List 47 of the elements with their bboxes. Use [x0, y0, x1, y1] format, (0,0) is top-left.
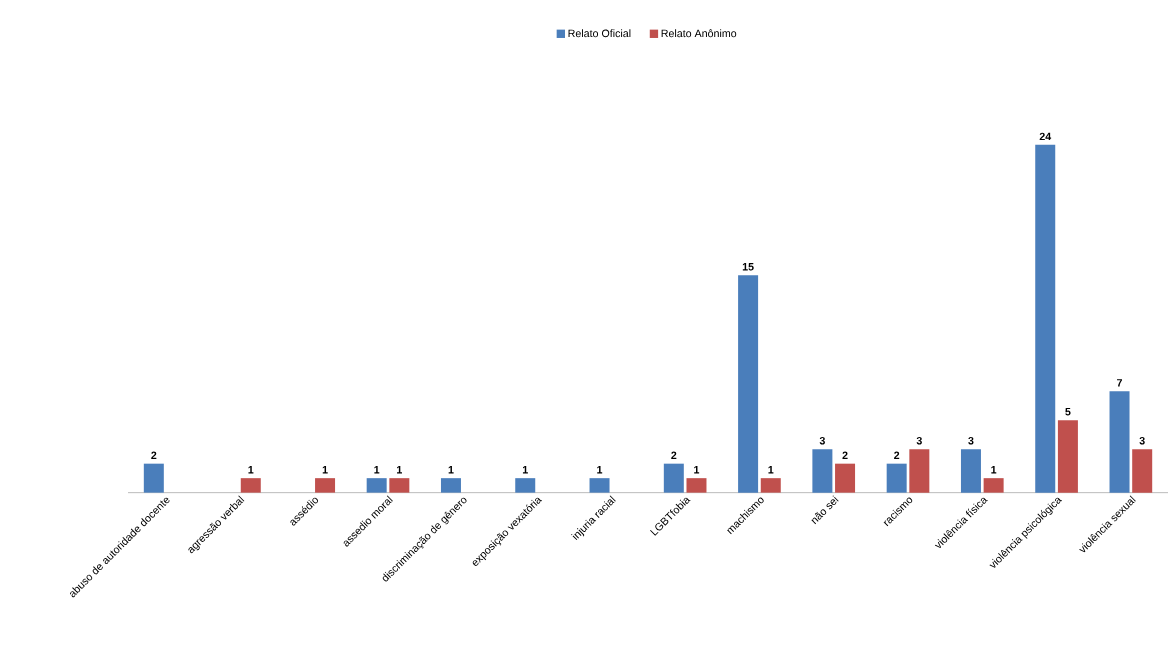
data-label: 1 [397, 466, 402, 474]
data-label: 1 [694, 466, 700, 474]
bar [240, 478, 261, 493]
data-label: 3 [819, 436, 825, 445]
bar [440, 478, 461, 493]
data-label: 2 [151, 451, 157, 459]
data-label: 1 [597, 466, 603, 474]
bar [663, 463, 684, 493]
bar [589, 478, 610, 493]
bar [315, 478, 336, 493]
data-label: 1 [448, 466, 454, 474]
data-label: 7 [1117, 379, 1123, 387]
data-label: 15 [742, 263, 754, 271]
data-label: 24 [1039, 132, 1052, 141]
data-label: 2 [894, 451, 900, 459]
bar [909, 449, 930, 493]
data-label: 1 [768, 466, 774, 474]
bar [983, 478, 1004, 493]
bar [143, 463, 164, 493]
bar [738, 275, 759, 493]
bar [835, 463, 856, 493]
data-label: 2 [671, 451, 677, 459]
bar [366, 478, 387, 493]
data-label: 3 [968, 436, 974, 445]
bar [1132, 449, 1153, 493]
bar [686, 478, 707, 493]
bar [1035, 144, 1056, 493]
bar [389, 478, 410, 493]
data-label: 5 [1065, 408, 1071, 416]
data-label: 1 [991, 466, 997, 474]
data-label: 3 [916, 436, 922, 445]
data-label: 2 [842, 451, 848, 459]
bar [1109, 391, 1130, 493]
data-label: 3 [1139, 436, 1145, 445]
x-tick-label: não sei [811, 495, 839, 525]
data-label: 1 [522, 466, 528, 474]
bar [886, 463, 907, 493]
bar [515, 478, 536, 493]
bar [760, 478, 781, 493]
bar [960, 449, 981, 493]
bar [812, 449, 833, 493]
legend-label: Relato Oficial [568, 29, 631, 38]
bar [1057, 420, 1078, 493]
data-label: 1 [248, 466, 254, 474]
data-label: 1 [374, 466, 380, 474]
data-label: 1 [322, 466, 328, 474]
legend-label: Relato Anônimo [661, 29, 737, 38]
